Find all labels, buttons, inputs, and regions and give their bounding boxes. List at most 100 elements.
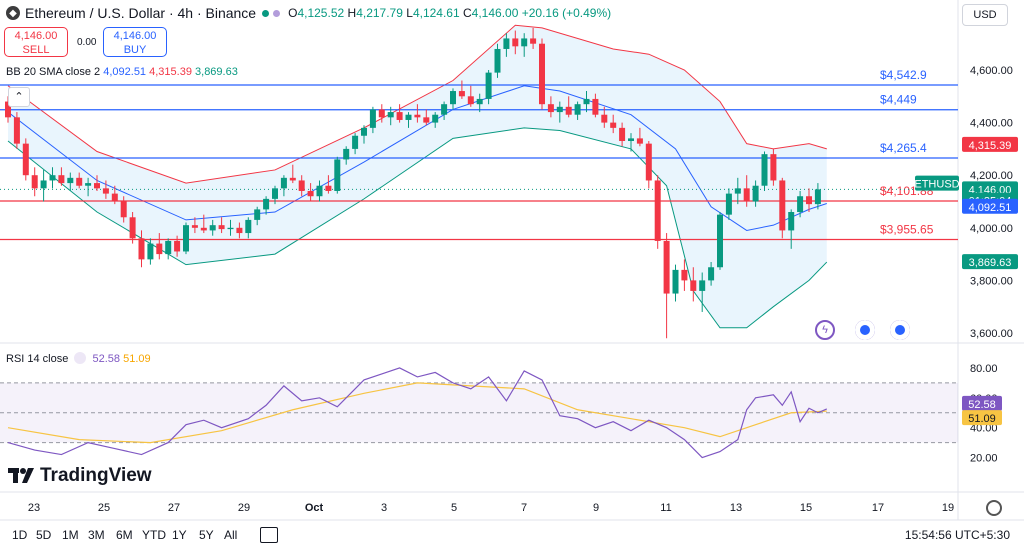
- clock[interactable]: 15:54:56 UTC+5:30: [904, 528, 1010, 542]
- candle-body-89: [797, 196, 804, 213]
- candle-body-11: [102, 188, 109, 194]
- spread-value: 0.00: [77, 37, 97, 48]
- currency-button[interactable]: USD: [962, 4, 1008, 26]
- bollinger-legend[interactable]: BB 20 SMA close 2 4,092.51 4,315.39 3,86…: [6, 66, 238, 78]
- candle-body-13: [120, 201, 127, 218]
- time-tick-7: 7: [521, 502, 527, 514]
- candle-body-38: [343, 148, 350, 160]
- candle-body-28: [254, 209, 261, 220]
- rsi-settings-icon[interactable]: [74, 352, 87, 364]
- symbol-header[interactable]: ◆ Ethereum / U.S. Dollar · 4h · Binance …: [6, 5, 611, 21]
- us-flag-icon-2[interactable]: [890, 320, 910, 340]
- price-tag-label-5: 3,869.63: [969, 257, 1012, 269]
- buy-label: BUY: [123, 44, 147, 56]
- lightning-icon[interactable]: ϟ: [815, 320, 835, 340]
- candle-body-36: [325, 185, 332, 191]
- candle-body-59: [530, 38, 537, 44]
- us-flag-icon[interactable]: [855, 320, 875, 340]
- timeframe-all[interactable]: All: [224, 528, 238, 542]
- candle-body-0: [5, 101, 11, 118]
- timeframe-3m[interactable]: 3M: [88, 528, 105, 542]
- rsi-tag-label-1: 51.09: [968, 413, 996, 425]
- candle-body-26: [236, 227, 243, 234]
- timeframe-ytd[interactable]: YTD: [142, 528, 166, 542]
- timeframe-1y[interactable]: 1Y: [172, 528, 187, 542]
- candle-body-14: [129, 217, 136, 239]
- price-tick-3: 4,000.00: [970, 223, 1013, 235]
- candle-body-34: [307, 190, 314, 197]
- candle-body-33: [298, 180, 305, 191]
- candle-body-4: [40, 180, 47, 189]
- candle-body-88: [788, 212, 795, 231]
- candle-body-65: [583, 98, 590, 105]
- bollinger-upper-line: [7, 24, 827, 184]
- price-tag-label-4: 4,092.51: [969, 202, 1012, 214]
- date-range-icon[interactable]: [260, 527, 278, 543]
- price-tick-1: 4,400.00: [970, 118, 1013, 130]
- level-label-0: $4,542.9: [880, 68, 927, 82]
- time-tick-5: 3: [381, 502, 387, 514]
- candle-body-61: [547, 104, 554, 113]
- rsi-tick-2: 40.00: [970, 423, 998, 435]
- rsi-legend[interactable]: RSI 14 close 52.58 51.09: [6, 352, 151, 365]
- time-tick-13: 19: [942, 502, 954, 514]
- candle-body-58: [521, 38, 528, 47]
- timeframe-5d[interactable]: 5D: [36, 528, 52, 542]
- candle-body-73: [654, 180, 661, 241]
- candle-body-74: [663, 240, 670, 294]
- candle-body-24: [218, 225, 225, 230]
- candle-body-56: [503, 38, 510, 49]
- candle-body-55: [494, 48, 501, 73]
- candle-body-53: [476, 98, 483, 105]
- price-tick-0: 4,600.00: [970, 65, 1013, 77]
- candle-body-12: [111, 193, 118, 202]
- candle-body-64: [574, 104, 581, 115]
- level-label-2: $4,265.4: [880, 141, 927, 155]
- price-tag-label-0: 4,315.39: [969, 140, 1012, 152]
- time-tick-0: 23: [28, 502, 40, 514]
- candle-body-8: [76, 177, 83, 186]
- tradingview-logo: TradingView: [8, 465, 152, 487]
- time-tick-1: 25: [98, 502, 110, 514]
- timeframe-6m[interactable]: 6M: [116, 528, 133, 542]
- candle-body-44: [396, 112, 403, 120]
- rsi-tick-3: 20.00: [970, 453, 998, 465]
- timeframe-1d[interactable]: 1D: [12, 528, 28, 542]
- price-tag-5: [962, 254, 1018, 270]
- candle-body-41: [369, 109, 376, 128]
- collapse-legend-button[interactable]: ⌃: [8, 87, 30, 107]
- settings-gear-icon[interactable]: [986, 500, 1002, 516]
- candle-body-1: [13, 117, 20, 144]
- time-tick-10: 13: [730, 502, 742, 514]
- candle-body-48: [432, 114, 439, 123]
- sell-button[interactable]: 4,146.00 SELL: [4, 27, 68, 57]
- candle-body-83: [743, 188, 750, 202]
- price-tag-4: [962, 198, 1018, 214]
- candle-body-68: [610, 122, 617, 128]
- candle-body-62: [556, 106, 563, 113]
- ethereum-icon: ◆: [6, 6, 20, 20]
- buy-button[interactable]: 4,146.00 BUY: [103, 27, 167, 57]
- candle-body-25: [227, 227, 234, 230]
- time-tick-6: 5: [451, 502, 457, 514]
- time-tick-8: 9: [593, 502, 599, 514]
- share-icon[interactable]: [273, 9, 281, 17]
- candle-body-52: [467, 96, 474, 105]
- time-tick-9: 11: [660, 502, 671, 514]
- rsi-ma-line: [7, 382, 827, 444]
- candle-body-5: [49, 175, 56, 181]
- candle-body-91: [814, 189, 821, 205]
- time-tick-11: 15: [800, 502, 812, 514]
- time-tick-4: Oct: [305, 502, 324, 514]
- candle-body-60: [539, 43, 545, 105]
- timeframe-5y[interactable]: 5Y: [199, 528, 214, 542]
- candle-body-69: [619, 127, 626, 142]
- candle-body-2: [22, 143, 29, 176]
- candle-body-85: [761, 154, 768, 186]
- symbol-title[interactable]: Ethereum / U.S. Dollar · 4h · Binance: [25, 5, 257, 21]
- candle-body-47: [423, 117, 430, 123]
- candle-body-82: [734, 188, 741, 194]
- candle-body-35: [316, 185, 323, 197]
- timeframe-1m[interactable]: 1M: [62, 528, 79, 542]
